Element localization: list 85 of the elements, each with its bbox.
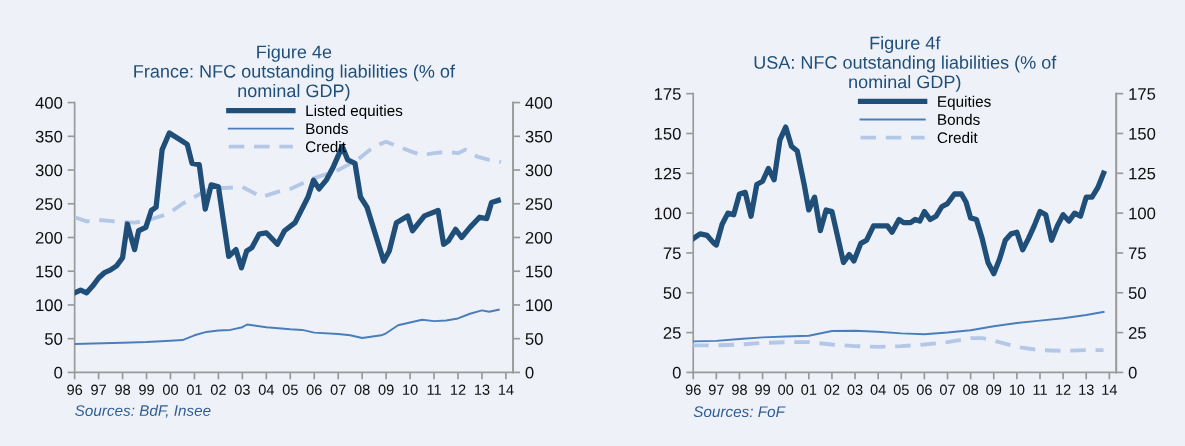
x-tick-label: 12: [451, 384, 466, 395]
x-tick-label: 11: [1033, 384, 1047, 395]
x-tick-label: 09: [986, 384, 1002, 395]
y2-tick-label: 50: [525, 333, 543, 345]
y-tick-label: 200: [35, 231, 63, 244]
line-series: [74, 139, 504, 225]
legend-label: Listed equities: [306, 104, 403, 120]
x-tick-label: 01: [186, 384, 202, 395]
chart-title: Figure 4e France: NFC outstanding liabilities (% of nominal GDP): [134, 45, 455, 101]
x-tick-label: 14: [498, 384, 514, 395]
x-tick-label: 04: [258, 384, 275, 395]
x-tick-label: 98: [732, 384, 747, 395]
x-tick-label: 06: [306, 384, 322, 395]
y-tick-label: 150: [36, 265, 63, 278]
y2-tick-label: 50: [1128, 287, 1146, 299]
y2-tick-label: 150: [1129, 127, 1156, 140]
y2-tick-label: 25: [1128, 326, 1146, 339]
x-tick-label: 13: [1079, 384, 1094, 395]
x-tick-label: 03: [847, 384, 863, 395]
x-tick-label: 99: [755, 384, 770, 395]
x-tick-label: 08: [963, 384, 979, 395]
y2-tick-label: 100: [526, 299, 553, 312]
x-tick-label: 14: [1102, 384, 1118, 395]
y-tick-label: 300: [35, 164, 63, 177]
x-tick-label: 12: [1056, 384, 1071, 395]
x-tick-label: 07: [330, 384, 346, 395]
y-tick-label: 100: [36, 299, 63, 312]
y2-tick-label: 0: [525, 366, 534, 379]
line-series: [693, 336, 1106, 353]
x-tick-label: 13: [474, 384, 490, 395]
x-tick-label: 96: [685, 384, 701, 395]
y-tick-label: 0: [54, 366, 63, 379]
x-tick-label: 00: [778, 384, 794, 395]
source-note: Sources: FoF: [693, 406, 786, 418]
legend-label: Bonds: [938, 113, 980, 126]
y2-tick-label: 175: [1129, 88, 1156, 100]
x-tick-label: 03: [234, 384, 250, 395]
x-tick-label: 05: [282, 384, 298, 395]
y-tick-label: 125: [654, 167, 681, 180]
legend-label: Credit: [937, 131, 978, 144]
x-tick-label: 07: [939, 384, 955, 395]
x-tick-label: 02: [824, 384, 840, 395]
source-note: Sources: BdF, Insee: [75, 404, 211, 418]
line-series: [74, 308, 500, 346]
y-tick-label: 175: [654, 88, 681, 100]
x-tick-label: 08: [354, 384, 370, 395]
y2-tick-label: 100: [1129, 207, 1156, 220]
y-tick-label: 250: [35, 198, 63, 210]
legend-label: Bonds: [306, 122, 348, 135]
y-tick-label: 400: [35, 96, 63, 109]
x-tick-label: 96: [67, 384, 83, 395]
y-tick-label: 75: [663, 247, 681, 260]
y-tick-label: 150: [654, 127, 681, 140]
legend-label: Equities: [938, 95, 991, 110]
y2-tick-label: 400: [525, 96, 553, 109]
y2-tick-label: 75: [1128, 247, 1146, 260]
x-tick-label: 05: [893, 384, 909, 395]
y-tick-label: 50: [44, 333, 63, 345]
y2-tick-label: 125: [1129, 167, 1156, 180]
x-tick-label: 02: [210, 384, 226, 395]
x-tick-label: 04: [870, 384, 886, 395]
x-tick-label: 09: [378, 384, 394, 395]
x-tick-label: 00: [162, 384, 179, 395]
y-tick-label: 25: [663, 326, 681, 339]
x-tick-label: 10: [1009, 384, 1025, 395]
x-tick-label: 97: [91, 384, 106, 395]
line-series: [693, 310, 1105, 343]
y2-tick-label: 250: [525, 198, 553, 210]
y-tick-label: 350: [35, 130, 63, 143]
y-tick-label: 50: [663, 287, 681, 299]
y-tick-label: 100: [654, 207, 681, 220]
y2-tick-label: 300: [525, 164, 553, 177]
chart-title: Figure 4f USA: NFC outstanding liabilities (% of nominal GDP): [754, 36, 1057, 92]
y-tick-label: 0: [672, 366, 681, 379]
x-tick-label: 10: [403, 384, 418, 395]
x-tick-label: 01: [801, 384, 817, 395]
x-tick-label: 98: [115, 384, 131, 395]
x-tick-label: 06: [916, 384, 932, 395]
y2-tick-label: 350: [525, 130, 553, 143]
y2-tick-label: 0: [1128, 366, 1137, 379]
x-tick-label: 11: [427, 384, 441, 395]
x-tick-label: 97: [708, 384, 724, 395]
y2-tick-label: 150: [526, 265, 553, 278]
y2-tick-label: 200: [525, 231, 553, 244]
x-tick-label: 99: [139, 384, 154, 395]
